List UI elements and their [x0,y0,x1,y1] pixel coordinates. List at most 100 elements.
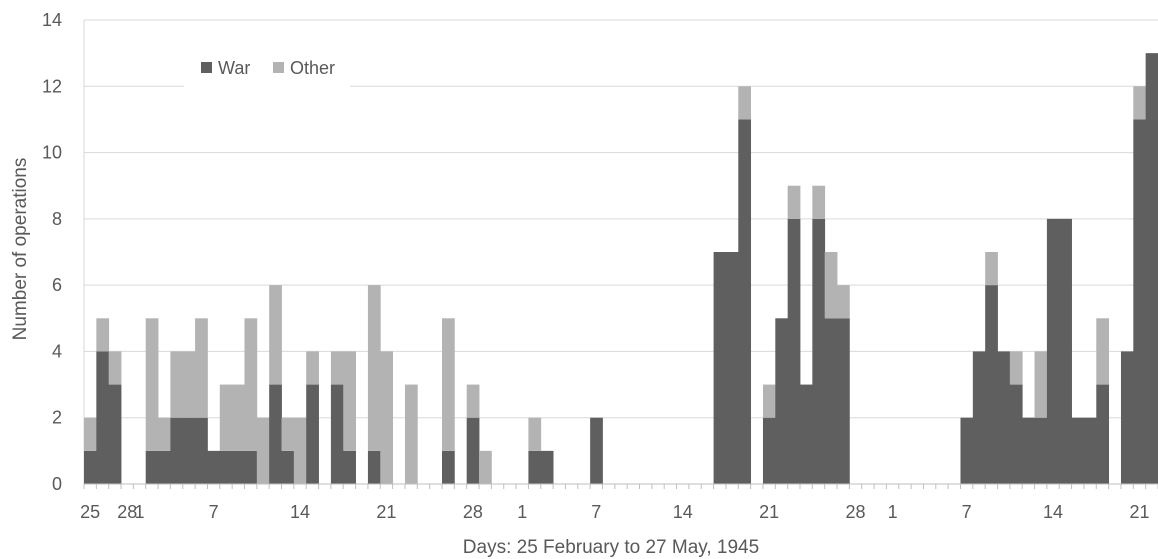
bar-other [182,351,196,418]
bar-war [269,384,282,484]
y-tick-labels: 0 2 4 6 8 10 12 14 [42,10,62,494]
bar-other [232,384,245,451]
legend-label-other: Other [290,58,335,78]
x-tick-labels: 2528171421281714212817142128171421 [80,502,1149,522]
bar-other [343,351,356,451]
x-tick-label: 14 [673,502,693,522]
x-minor-ticks [83,484,1158,489]
bar-other [158,417,171,451]
bar-other [195,318,208,418]
bar-war [1096,384,1110,484]
bar-war [367,450,381,484]
x-tick-label: 28 [117,502,137,522]
bar-other [837,285,850,319]
x-tick-label: 21 [376,502,396,522]
bar-other [219,384,233,451]
y-axis-label: Number of operations [10,158,31,341]
bar-war [738,119,752,485]
bar-war [1009,384,1023,484]
legend: War Other [184,52,350,88]
bar-other [96,318,110,352]
bar-war [343,450,356,484]
bar-war [824,318,838,484]
bar-war [158,450,171,484]
bar-war [281,450,295,484]
x-tick-label: 1 [135,502,145,522]
bar-war [1133,119,1147,485]
bar-other [404,384,418,484]
bar-war [1071,417,1085,484]
bar-other [367,285,381,451]
y-tick-label: 0 [52,474,62,494]
bar-war [442,450,455,484]
x-tick-label: 28 [463,502,483,522]
bar-other [762,384,776,418]
y-tick-label: 8 [52,209,62,229]
bar-war [306,384,319,484]
x-tick-label: 1 [888,502,898,522]
bar-other [170,351,184,418]
bar-other [824,252,838,319]
bar-war [1059,218,1072,485]
bar-war [1145,53,1158,484]
bar-other [244,318,258,451]
bar-war [108,384,122,484]
bar-war [985,285,998,484]
bar-other [528,417,542,451]
bar-war [713,252,727,484]
bar-war [1034,417,1048,484]
legend-swatch-war [201,62,212,73]
bar-war [244,450,258,484]
x-tick-label: 21 [759,502,779,522]
y-tick-label: 10 [42,143,62,163]
bar-other [293,417,307,484]
bar-other [380,351,394,484]
bar-other [281,417,295,451]
bar-other [84,417,97,451]
bar-war [466,417,480,484]
bar-war [96,351,110,484]
x-tick-label: 7 [591,502,601,522]
legend-label-war: War [218,58,250,78]
bar-war [170,417,184,484]
bar-other [108,351,122,385]
y-tick-label: 2 [52,408,62,428]
x-tick-label: 21 [1129,502,1149,522]
bar-war [775,318,789,484]
bar-other [1133,86,1147,120]
bar-other [466,384,480,418]
bar-other [812,185,826,219]
bar-war [972,351,986,484]
bar-other [1009,351,1023,385]
bar-war [787,218,801,485]
x-axis-label: Days: 25 February to 27 May, 1945 [463,537,759,558]
bar-war [195,417,208,484]
bar-other [330,351,344,385]
bar-war [330,384,344,484]
bar-war [762,417,776,484]
bar-war [232,450,245,484]
bar-war [1046,218,1060,485]
bars [84,53,1158,485]
x-tick-label: 7 [962,502,972,522]
bar-other [306,351,319,385]
bar-other [442,318,455,451]
legend-swatch-other [273,62,284,73]
bar-other [1096,318,1110,385]
bar-other [738,86,752,120]
bar-war [219,450,233,484]
bar-war [145,450,159,484]
bar-other [256,417,270,484]
bar-war [960,417,974,484]
bar-war [812,218,826,485]
y-tick-label: 6 [52,275,62,295]
bar-war [540,450,554,484]
bar-war [997,351,1011,484]
y-tick-label: 12 [42,76,62,96]
y-tick-label: 4 [52,341,62,361]
x-tick-label: 28 [846,502,866,522]
bar-war [182,417,196,484]
bar-war [837,318,850,484]
x-tick-label: 1 [517,502,527,522]
